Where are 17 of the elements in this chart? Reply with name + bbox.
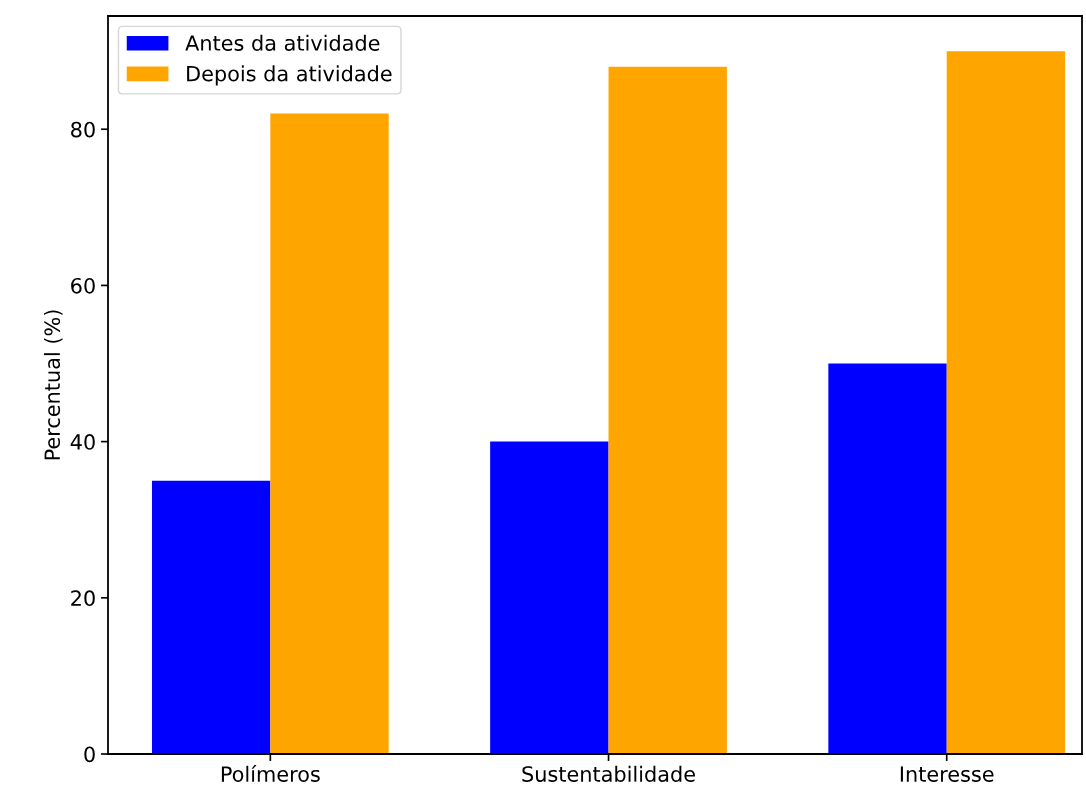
y-axis-title: Percentual (%) xyxy=(43,310,63,460)
legend-label: Antes da atividade xyxy=(185,34,380,51)
x-tick-label: Interesse xyxy=(900,766,994,782)
y-tick-label: 0 xyxy=(84,746,95,763)
y-tick-label: 40 xyxy=(70,434,95,450)
legend-label: Depois da atividade xyxy=(187,65,392,86)
bar xyxy=(946,51,1066,754)
bar xyxy=(270,113,389,754)
x-tick-label: Polímeros xyxy=(221,764,320,782)
y-tick-label: 80 xyxy=(71,121,95,138)
bar xyxy=(608,66,727,754)
bar xyxy=(828,363,947,754)
bar xyxy=(151,480,271,754)
bar xyxy=(490,441,609,754)
y-tick-label: 20 xyxy=(71,590,95,607)
y-tick-label: 60 xyxy=(71,277,95,294)
x-tick-label: Sustentabilidade xyxy=(522,765,695,782)
